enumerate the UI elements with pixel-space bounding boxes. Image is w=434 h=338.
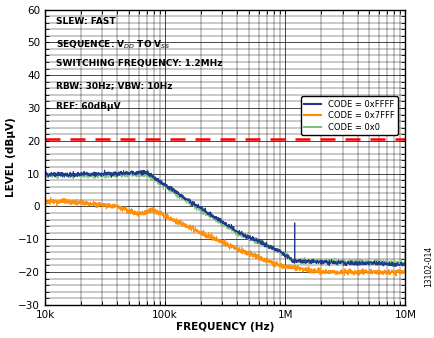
- Text: REF: 60dBµV: REF: 60dBµV: [56, 102, 120, 111]
- Text: SWITCHING FREQUENCY: 1.2MHz: SWITCHING FREQUENCY: 1.2MHz: [56, 59, 222, 69]
- Text: SEQUENCE: V$_{DD}$ TO V$_{SS}$: SEQUENCE: V$_{DD}$ TO V$_{SS}$: [56, 38, 170, 51]
- X-axis label: FREQUENCY (Hz): FREQUENCY (Hz): [176, 322, 274, 333]
- Y-axis label: LEVEL (dBµV): LEVEL (dBµV): [6, 117, 16, 197]
- Text: SLEW: FAST: SLEW: FAST: [56, 17, 115, 26]
- Legend: CODE = 0xFFFF, CODE = 0x7FFF, CODE = 0x0: CODE = 0xFFFF, CODE = 0x7FFF, CODE = 0x0: [300, 96, 397, 135]
- Text: RBW: 30Hz; VBW: 10Hz: RBW: 30Hz; VBW: 10Hz: [56, 81, 172, 90]
- Text: 13102-014: 13102-014: [423, 246, 432, 287]
